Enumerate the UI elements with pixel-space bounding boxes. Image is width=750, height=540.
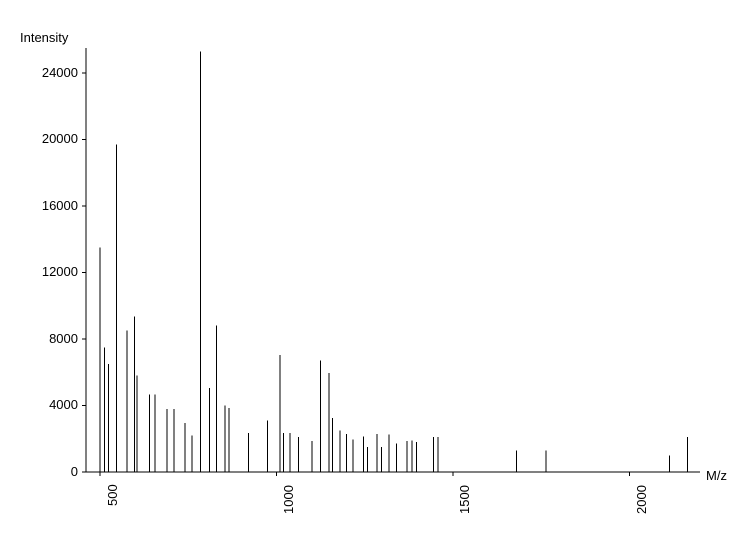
x-tick-label: 500 bbox=[105, 484, 120, 506]
y-tick-label: 24000 bbox=[32, 65, 78, 80]
y-tick-label: 4000 bbox=[32, 397, 78, 412]
x-tick-label: 1500 bbox=[457, 485, 472, 514]
x-axis-label: M/z bbox=[706, 468, 727, 483]
mass-spectrum-chart: Intensity M/z 0 4000 8000 12000 16000 20000 24… bbox=[0, 0, 750, 540]
y-tick-label: 8000 bbox=[32, 331, 78, 346]
y-tick-label: 12000 bbox=[32, 264, 78, 279]
x-tick-label: 1000 bbox=[281, 485, 296, 514]
y-tick-label: 20000 bbox=[32, 131, 78, 146]
y-axis-label: Intensity bbox=[20, 30, 68, 45]
y-tick-label: 16000 bbox=[32, 198, 78, 213]
x-tick-label: 2000 bbox=[634, 485, 649, 514]
chart-svg bbox=[0, 0, 750, 540]
y-tick-label: 0 bbox=[32, 464, 78, 479]
